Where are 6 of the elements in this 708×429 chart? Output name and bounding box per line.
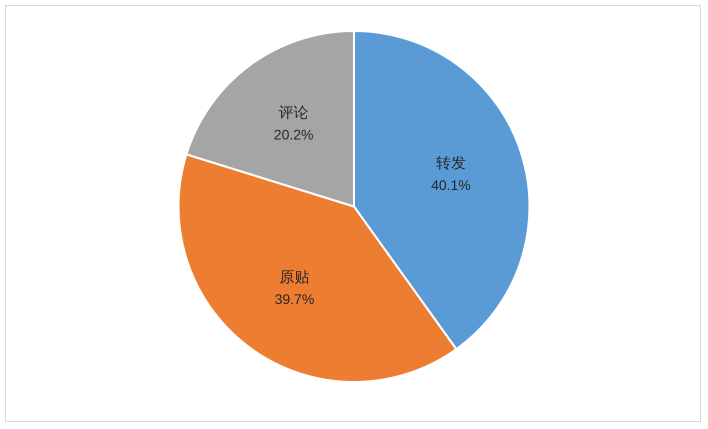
data-label: 20.2% xyxy=(274,126,314,142)
slice-label: 转发 xyxy=(436,154,466,172)
data-label: 39.7% xyxy=(274,290,314,307)
slice-label: 评论 xyxy=(278,103,309,122)
data-label: 40.1% xyxy=(431,177,471,194)
slice-label: 原贴 xyxy=(279,268,310,286)
